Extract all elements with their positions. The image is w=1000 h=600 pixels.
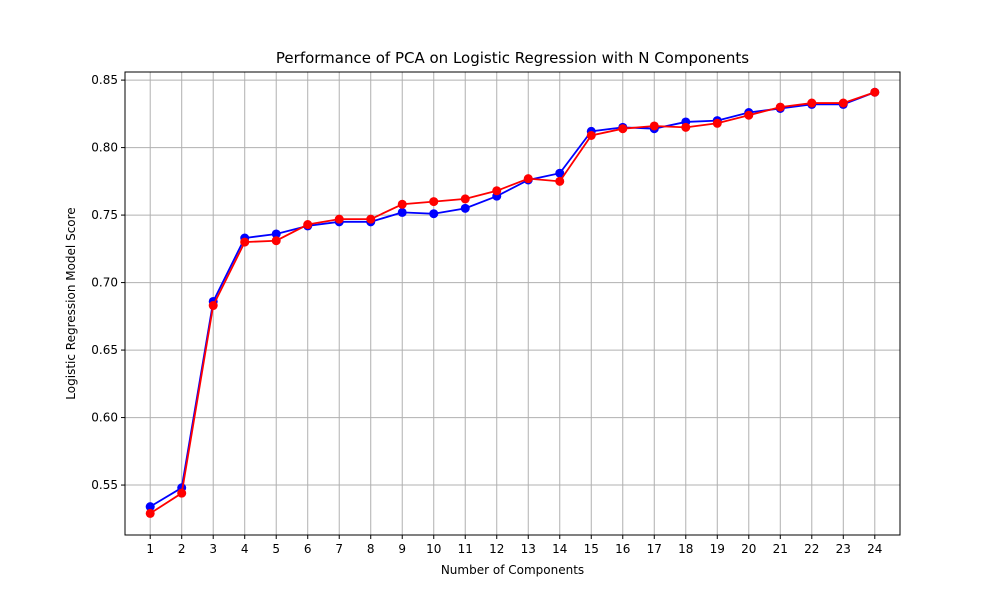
series-2-point (681, 122, 691, 132)
y-tick-label: 0.55 (91, 478, 118, 492)
series-1-point (145, 502, 155, 512)
series-2-point (271, 236, 281, 246)
axes: 1 2 3 4 5 6 7 8 9 10 11 12 13 14 15 16 17 18 19 20 21 22 23 240… (91, 73, 882, 556)
series-2-point (303, 220, 313, 230)
x-tick-label: 18 (678, 542, 693, 556)
y-tick-label: 0.85 (91, 73, 118, 87)
series-1-point (271, 229, 281, 239)
series-2-point (618, 124, 628, 134)
x-tick-label: 13 (521, 542, 536, 556)
x-tick-label: 21 (773, 542, 788, 556)
series-2-point (712, 118, 722, 128)
y-tick-label: 0.75 (91, 208, 118, 222)
x-tick-label: 1 (146, 542, 154, 556)
y-tick-label: 0.80 (91, 141, 118, 155)
y-tick-label: 0.65 (91, 343, 118, 357)
x-axis-title: Number of Components (441, 563, 584, 577)
x-tick-label: 6 (304, 542, 312, 556)
data-series (145, 87, 880, 518)
x-tick-label: 15 (584, 542, 599, 556)
x-tick-label: 10 (426, 542, 441, 556)
y-tick-label: 0.70 (91, 276, 118, 290)
x-tick-label: 11 (458, 542, 473, 556)
series-2-point (429, 197, 439, 207)
series-2-point (145, 508, 155, 518)
x-tick-label: 23 (836, 542, 851, 556)
y-axis-title: Logistic Regression Model Score (64, 207, 78, 399)
x-tick-label: 3 (209, 542, 217, 556)
series-2-point (870, 87, 880, 97)
series-2-point (492, 186, 502, 196)
series-2-point (523, 174, 533, 184)
series-2-point (838, 98, 848, 108)
series-2-line (149, 91, 876, 515)
series-2-point (649, 121, 659, 131)
x-tick-label: 2 (178, 542, 186, 556)
series-2-point (366, 214, 376, 224)
x-tick-label: 8 (367, 542, 375, 556)
x-tick-label: 20 (741, 542, 756, 556)
x-tick-label: 22 (804, 542, 819, 556)
series-2-point (744, 110, 754, 120)
x-tick-label: 19 (710, 542, 725, 556)
x-tick-label: 16 (615, 542, 630, 556)
x-tick-label: 12 (489, 542, 504, 556)
x-tick-label: 7 (335, 542, 343, 556)
series-2-point (177, 488, 187, 498)
x-tick-label: 4 (241, 542, 249, 556)
series-1-point (397, 207, 407, 217)
series-2-point (586, 130, 596, 140)
y-tick-label: 0.60 (91, 411, 118, 425)
x-tick-label: 17 (647, 542, 662, 556)
x-tick-label: 24 (867, 542, 882, 556)
series-1-point (460, 203, 470, 213)
x-tick-label: 14 (552, 542, 567, 556)
chart-title: Performance of PCA on Logistic Regressio… (276, 49, 749, 67)
series-2-point (334, 214, 344, 224)
x-tick-label: 5 (272, 542, 280, 556)
series-2-point (460, 194, 470, 204)
grid-lines (125, 72, 900, 535)
series-2-point (240, 237, 250, 247)
series-1-point (429, 209, 439, 219)
series-2-point (807, 98, 817, 108)
series-1-point (555, 168, 565, 178)
series-1-line (149, 91, 876, 508)
series-2-point (555, 176, 565, 186)
series-2-point (397, 199, 407, 209)
x-tick-label: 9 (398, 542, 406, 556)
plot-frame (124, 71, 901, 536)
series-2-point (775, 102, 785, 112)
series-2-point (208, 301, 218, 311)
